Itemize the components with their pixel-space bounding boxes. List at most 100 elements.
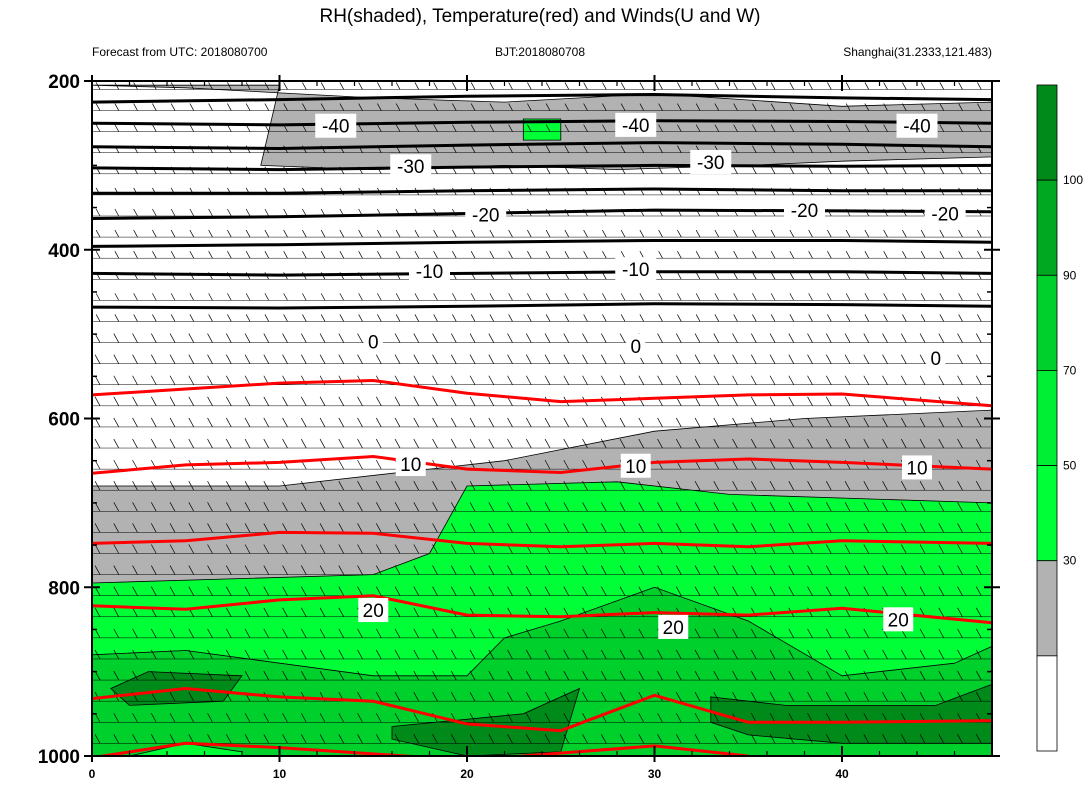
wind-barb [602, 293, 607, 301]
wind-barb [938, 607, 945, 617]
wind-barb [583, 314, 588, 322]
wind-barb [225, 481, 232, 491]
wind-barb [732, 333, 738, 343]
wind-barb [619, 586, 626, 596]
colorbar-swatch [1036, 370, 1058, 466]
wind-barb [788, 628, 795, 639]
wind-barb [319, 565, 326, 575]
wind-barb [975, 438, 982, 449]
wind-barb [358, 103, 363, 111]
wind-barb [844, 481, 851, 491]
wind-barb [694, 649, 701, 660]
temperature-label: -40 [322, 117, 349, 138]
wind-barb [957, 670, 963, 681]
wind-barb [958, 166, 963, 174]
wind-barb [900, 670, 907, 681]
wind-barb [338, 523, 345, 533]
wind-barb [864, 145, 870, 153]
wind-barb [170, 293, 176, 301]
wind-barb [414, 124, 420, 132]
wind-barb [375, 565, 382, 575]
wind-barb [302, 314, 307, 322]
wind-barb [188, 628, 195, 639]
wind-barb [432, 375, 438, 385]
wind-barb [844, 670, 851, 681]
wind-barb [488, 670, 495, 681]
wind-barb [414, 229, 420, 238]
wind-barb [639, 251, 645, 259]
wind-barb [263, 649, 270, 660]
wind-barb [264, 208, 270, 217]
wind-barb [675, 565, 682, 575]
temperature-line-warm-1 [92, 454, 992, 475]
wind-barb [338, 628, 345, 639]
wind-barb [170, 208, 176, 217]
wind-barb [413, 375, 420, 385]
wind-barb [113, 375, 120, 385]
wind-barb [638, 417, 645, 428]
wind-barb [995, 355, 1000, 364]
wind-barb [432, 544, 438, 554]
wind-barb [770, 293, 776, 301]
wind-barb [132, 438, 138, 449]
wind-barb [995, 608, 1000, 617]
wind-barb [544, 713, 551, 723]
wind-barb [450, 670, 457, 681]
wind-barb [938, 417, 945, 428]
wind-barb [582, 375, 588, 385]
temperature-line-cold-8 [92, 302, 992, 310]
wind-barb [207, 649, 213, 660]
wind-barb [769, 713, 776, 723]
wind-barb [600, 523, 607, 533]
wind-barb [789, 293, 795, 301]
wind-barb [658, 145, 663, 153]
wind-barb [469, 565, 476, 575]
wind-barb [863, 375, 870, 385]
wind-barb [919, 565, 926, 575]
wind-barb [827, 103, 832, 111]
wind-barb [677, 229, 682, 238]
wind-barb [694, 713, 701, 723]
wind-barb [207, 713, 213, 723]
wind-barb [339, 82, 345, 90]
wind-barb [95, 251, 101, 259]
wind-barb [113, 417, 120, 428]
temperature-label: -10 [416, 262, 443, 283]
wind-barb [788, 586, 795, 596]
wind-barb [169, 354, 176, 364]
wind-barb [527, 103, 532, 111]
wind-barb [394, 523, 401, 533]
wind-barb [413, 523, 420, 533]
wind-barb [732, 481, 738, 491]
wind-barb [132, 586, 138, 596]
wind-barb [827, 166, 832, 174]
wind-barb [189, 251, 195, 259]
wind-barb [657, 670, 663, 681]
wind-barb [732, 502, 738, 512]
wind-barb [282, 713, 288, 723]
wind-barb [244, 375, 251, 385]
wind-barb [413, 481, 420, 491]
wind-barb [245, 251, 251, 259]
wind-barb [339, 314, 345, 322]
wind-barb [564, 293, 570, 301]
wind-barb [300, 670, 307, 681]
wind-barb [339, 229, 345, 238]
wind-barb [527, 145, 532, 153]
wind-barb [413, 713, 420, 723]
wind-barb [825, 375, 832, 385]
wind-barb [807, 565, 813, 575]
wind-barb [845, 124, 851, 132]
wind-barb [919, 523, 926, 533]
wind-barb [825, 438, 832, 449]
wind-barb [995, 650, 1000, 659]
wind-barb [975, 481, 982, 491]
wind-barb [919, 628, 926, 639]
wind-barb [657, 333, 663, 343]
wind-barb [489, 314, 495, 322]
wind-barb [695, 103, 701, 111]
wind-barb [469, 459, 476, 470]
wind-barb [975, 628, 982, 639]
wind-barb [807, 523, 813, 533]
wind-barb [996, 272, 1000, 279]
